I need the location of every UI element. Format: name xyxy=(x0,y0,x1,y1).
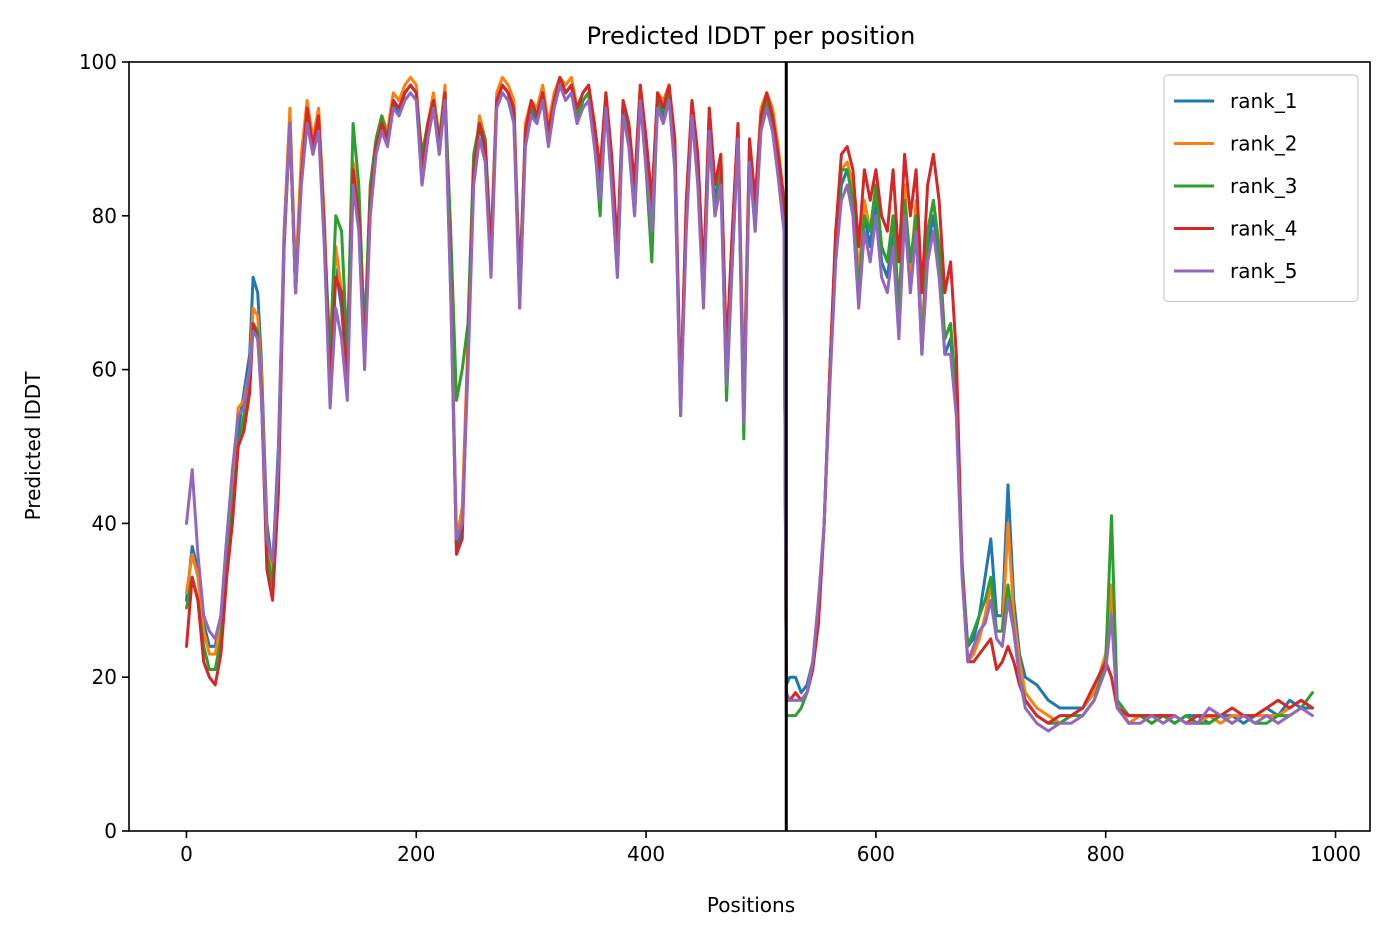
x-axis-label: Positions xyxy=(707,893,795,917)
plot-frame xyxy=(128,61,1371,832)
x-tick-label: 400 xyxy=(627,842,665,866)
x-axis: 0 200 400 600 800 1000 xyxy=(180,831,1361,866)
legend-label-rank_3: rank_3 xyxy=(1230,174,1297,198)
y-tick-label: 20 xyxy=(92,665,117,689)
y-tick-label: 0 xyxy=(104,819,117,843)
y-tick-label: 40 xyxy=(92,511,117,535)
legend-label-rank_4: rank_4 xyxy=(1230,217,1297,241)
legend-label-rank_5: rank_5 xyxy=(1230,259,1297,283)
chart-title: Predicted lDDT per position xyxy=(587,22,916,50)
y-tick-label: 100 xyxy=(79,50,117,74)
x-tick-label: 600 xyxy=(857,842,895,866)
y-axis-label: Predicted lDDT xyxy=(21,371,45,521)
x-tick-label: 800 xyxy=(1087,842,1125,866)
y-tick-label: 80 xyxy=(92,204,117,228)
x-tick-label: 200 xyxy=(397,842,435,866)
legend-label-rank_1: rank_1 xyxy=(1230,89,1297,113)
legend-label-rank_2: rank_2 xyxy=(1230,132,1297,156)
x-tick-label: 0 xyxy=(180,842,193,866)
legend-box xyxy=(1163,74,1359,303)
legend: rank_1 rank_2 rank_3 rank_4 rank_5 xyxy=(1163,74,1359,303)
series-line-rank_5 xyxy=(185,83,1314,733)
x-tick-label: 1000 xyxy=(1310,842,1361,866)
y-axis: 0 20 40 60 80 100 xyxy=(79,50,129,843)
series-layer xyxy=(185,75,1314,733)
y-tick-label: 60 xyxy=(92,358,117,382)
